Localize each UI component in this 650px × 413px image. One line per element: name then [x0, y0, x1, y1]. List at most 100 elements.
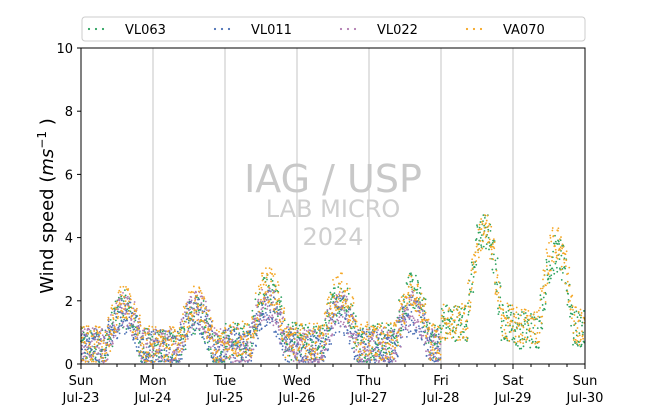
- data-point: [446, 322, 448, 325]
- data-point: [566, 280, 569, 283]
- data-point: [522, 312, 525, 315]
- data-point: [262, 313, 265, 315]
- data-point: [197, 303, 199, 306]
- data-point: [128, 327, 130, 329]
- data-point: [277, 326, 280, 329]
- data-point: [407, 314, 410, 316]
- data-point: [244, 360, 247, 363]
- data-point: [355, 336, 358, 339]
- data-point: [438, 352, 441, 355]
- data-point: [509, 324, 511, 327]
- data-point: [492, 239, 495, 242]
- data-point: [327, 296, 330, 299]
- data-point: [176, 331, 179, 334]
- data-point: [93, 328, 96, 331]
- data-point: [371, 346, 374, 349]
- data-point: [500, 326, 502, 329]
- data-point: [547, 273, 550, 276]
- data-point: [469, 301, 472, 304]
- data-point: [266, 321, 269, 324]
- data-point: [357, 350, 360, 353]
- data-point: [236, 327, 239, 330]
- data-point: [211, 333, 214, 335]
- data-point: [249, 335, 252, 337]
- data-point: [538, 331, 541, 334]
- data-point: [563, 257, 566, 260]
- data-point: [259, 283, 262, 286]
- data-point: [342, 332, 345, 334]
- y-tick-label: 2: [65, 295, 73, 310]
- data-point: [125, 331, 128, 334]
- data-point: [555, 251, 558, 254]
- data-point: [415, 310, 418, 313]
- data-point: [134, 316, 137, 319]
- data-point: [540, 322, 543, 324]
- data-point: [343, 309, 346, 311]
- data-point: [295, 327, 298, 329]
- data-point: [506, 337, 508, 340]
- data-point: [578, 334, 581, 337]
- data-point: [550, 240, 553, 243]
- data-point: [231, 340, 234, 343]
- data-point: [140, 354, 142, 357]
- data-point: [465, 336, 468, 339]
- data-point: [236, 347, 239, 350]
- data-point: [219, 328, 222, 330]
- data-point: [97, 339, 100, 342]
- data-point: [194, 302, 196, 305]
- data-point: [302, 355, 305, 358]
- data-point: [411, 294, 414, 297]
- data-point: [180, 318, 183, 321]
- data-point: [424, 340, 427, 343]
- data-point: [95, 359, 98, 362]
- data-point: [192, 285, 195, 288]
- data-point: [407, 325, 410, 328]
- data-point: [437, 345, 440, 348]
- data-point: [483, 216, 486, 219]
- data-point: [141, 355, 144, 358]
- data-point: [212, 352, 214, 354]
- data-point: [123, 316, 126, 319]
- data-point: [289, 326, 292, 329]
- data-point: [480, 244, 483, 246]
- data-point: [380, 359, 383, 361]
- data-point: [184, 338, 187, 341]
- data-point: [151, 343, 154, 345]
- data-point: [284, 356, 287, 359]
- data-point: [513, 337, 516, 340]
- data-point: [110, 326, 113, 329]
- data-point: [435, 334, 438, 336]
- data-point: [128, 300, 130, 303]
- data-point: [475, 263, 478, 266]
- data-point: [157, 351, 160, 354]
- data-point: [187, 327, 190, 330]
- data-point: [241, 348, 244, 350]
- data-point: [207, 345, 210, 348]
- data-point: [198, 287, 201, 290]
- data-point: [107, 319, 109, 321]
- data-point: [122, 314, 125, 317]
- data-point: [177, 346, 180, 349]
- data-point: [388, 340, 391, 342]
- data-point: [454, 305, 457, 308]
- data-point: [323, 329, 326, 332]
- data-point: [90, 354, 93, 357]
- data-point: [387, 337, 390, 340]
- data-point: [99, 342, 102, 345]
- data-point: [170, 340, 173, 342]
- data-point: [137, 346, 140, 349]
- data-point: [438, 342, 441, 344]
- y-axis-label-unit: ms: [37, 149, 58, 176]
- data-point: [249, 329, 252, 332]
- data-point: [298, 324, 301, 327]
- data-point: [229, 324, 232, 327]
- data-point: [339, 282, 342, 285]
- data-point: [371, 331, 374, 333]
- data-point: [122, 320, 125, 323]
- data-point: [180, 353, 183, 356]
- data-point: [525, 341, 528, 343]
- data-point: [472, 263, 475, 265]
- data-point: [521, 338, 524, 341]
- data-point: [386, 353, 388, 355]
- data-point: [172, 336, 175, 339]
